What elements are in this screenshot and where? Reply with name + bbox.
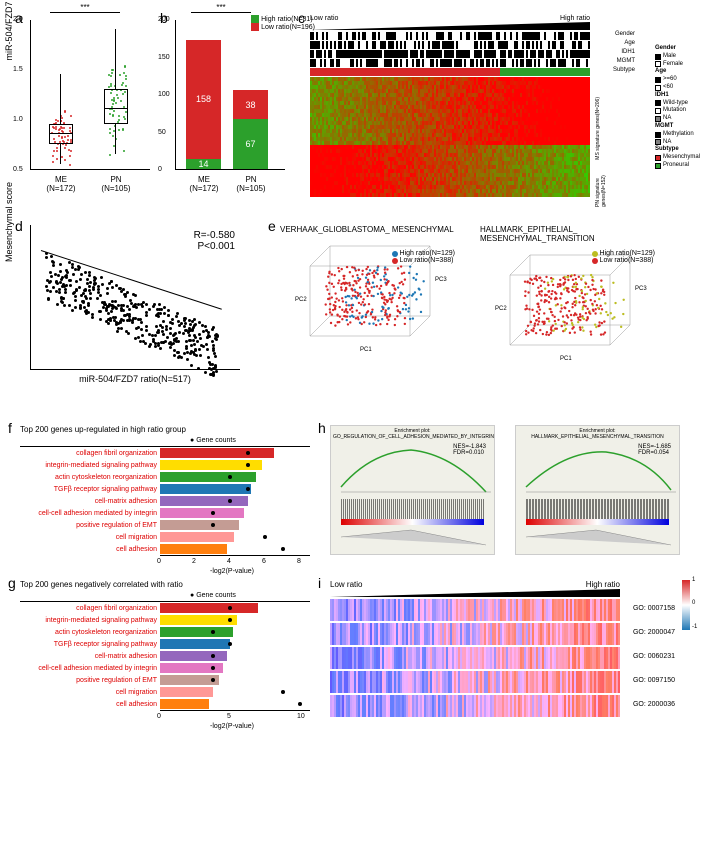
pca-dot-high	[392, 251, 398, 257]
go-title-f: Top 200 genes up-regulated in high ratio…	[20, 425, 310, 434]
panel-f-label: f	[8, 420, 12, 436]
pca-high-label: High ratio(N=129)	[400, 250, 455, 257]
pca-high-label-2: High ratio(N=129)	[600, 250, 655, 257]
cb-max: 1	[692, 577, 695, 583]
svg-text:PC1: PC1	[560, 356, 572, 362]
gsea-title-1: Enrichment plot:GO_REGULATION_OF_CELL_AD…	[331, 426, 494, 442]
y-label-d: Mesenchymal score	[4, 182, 14, 262]
pca-dot-low	[392, 258, 398, 264]
gene-counts-label-g: ● Gene counts	[190, 592, 236, 599]
y-axis-label: miR-504/FZD7 ratio	[4, 0, 14, 60]
ratio-labels-i: Low ratio High ratio	[330, 580, 620, 589]
go-bars-f: collagen fibril organizationintegrin-med…	[20, 446, 310, 567]
bar-axes: *** 158143867 ME(N=172) PN(N=105) 050100…	[175, 20, 285, 170]
panel-c-label: c	[298, 10, 305, 26]
pca-dot-high-2	[592, 251, 598, 257]
panel-i-label: i	[318, 575, 321, 591]
scatter-area: Mesenchymal score	[30, 225, 240, 370]
svg-text:PC1: PC1	[360, 347, 372, 353]
gsea-plot-1: Enrichment plot:GO_REGULATION_OF_CELL_AD…	[330, 425, 495, 555]
svg-text:PC2: PC2	[495, 306, 507, 312]
x-label-pn-b: PN(N=105)	[231, 175, 271, 193]
gene-counts-label-f: ● Gene counts	[190, 437, 236, 444]
svg-text:PC3: PC3	[435, 277, 447, 283]
sig-bracket-b: ***	[191, 12, 251, 13]
pca-low-label-2: Low ratio(N=388)	[600, 257, 654, 264]
go-title-g: Top 200 genes negatively correlated with…	[20, 580, 310, 589]
box-group-pn	[96, 19, 136, 169]
pca-low-label: Low ratio(N=388)	[400, 257, 454, 264]
pca-plot-2: HALLMARK_EPITHELIAL_ MESENCHYMAL_TRANSIT…	[480, 225, 660, 385]
x-label-me: ME(N=172)	[41, 175, 81, 193]
panel-d-label: d	[15, 218, 23, 234]
pca-dot-low-2	[592, 258, 598, 264]
pca-title-1: VERHAAK_GLIOBLASTOMA_ MESENCHYMAL	[280, 225, 460, 234]
panel-h-gsea: Enrichment plot:GO_REGULATION_OF_CELL_AD…	[330, 425, 690, 570]
x-label-me-b: ME(N=172)	[184, 175, 224, 193]
cb-mid: 0	[692, 600, 695, 606]
boxplot-axes: miR-504/FZD7 ratio ME(N=172) PN(N=105) 0…	[30, 20, 150, 170]
panel-i-heatstrip: Low ratio High ratio GO: 0007158GO: 2000…	[330, 580, 690, 730]
panel-e-pca: VERHAAK_GLIOBLASTOMA_ MESENCHYMAL High r…	[280, 225, 680, 405]
triangle-i	[330, 589, 620, 597]
cb-min: -1	[692, 624, 697, 630]
panel-b-stackedbar: High ratio(N=81) Low ratio(N=196) *** 15…	[175, 20, 285, 200]
gsea-ticks-2	[526, 499, 669, 519]
low-label-i: Low ratio	[330, 580, 362, 589]
panel-a-boxplot: *** miR-504/FZD7 ratio ME(N=172) PN(N=10…	[30, 20, 150, 200]
box-group-me	[41, 19, 81, 169]
gsea-stats-1: NES=-1.843FDR=0.010	[453, 444, 486, 456]
high-label-i: High ratio	[586, 580, 620, 589]
panel-g-gobars: Top 200 genes negatively correlated with…	[20, 580, 310, 725]
pca-title-2: HALLMARK_EPITHELIAL_ MESENCHYMAL_TRANSIT…	[480, 225, 660, 243]
low-ratio-label: Low ratio	[310, 15, 338, 22]
gsea-metric-1	[331, 525, 496, 550]
significance-stars: ***	[80, 3, 89, 12]
pca-legend-1: High ratio(N=129) Low ratio(N=388)	[392, 250, 455, 264]
legend-c: GenderMaleFemaleAge>=60<60IDH1Wild-typeM…	[655, 45, 700, 170]
sig-bracket: ***	[50, 12, 120, 13]
gsea-title-2: Enrichment plot:HALLMARK_EPITHELIAL_MESE…	[516, 426, 679, 442]
panel-d-scatter: R=-0.580P<0.001 Mesenchymal score miR-50…	[30, 225, 240, 405]
svg-text:PC2: PC2	[295, 297, 307, 303]
panel-c-heatmap: Low ratio High ratio GenderAgeIDH1MGMTSu…	[310, 15, 590, 215]
go-bars-g: collagen fibril organizationintegrin-med…	[20, 601, 310, 722]
x-label-pn: PN(N=105)	[96, 175, 136, 193]
pca-plot-1: VERHAAK_GLIOBLASTOMA_ MESENCHYMAL High r…	[280, 225, 460, 385]
sig-stars-b: ***	[216, 3, 225, 12]
gsea-metric-2	[516, 525, 681, 550]
gsea-ticks-1	[341, 499, 484, 519]
panel-e-label: e	[268, 218, 276, 234]
svg-text:PC3: PC3	[635, 286, 647, 292]
heatmap-body: MS signature genes(N=206)PN signature ge…	[310, 77, 590, 207]
panel-h-label: h	[318, 420, 326, 436]
strip-rows: GO: 0007158GO: 2000047GO: 0060231GO: 009…	[330, 599, 620, 717]
heatmap-annotations: GenderAgeIDH1MGMTSubtype	[310, 32, 590, 76]
panel-g-label: g	[8, 575, 16, 591]
colorbar: 1 0 -1	[682, 580, 690, 630]
panel-f-gobars: Top 200 genes up-regulated in high ratio…	[20, 425, 310, 570]
gsea-plot-2: Enrichment plot:HALLMARK_EPITHELIAL_MESE…	[515, 425, 680, 555]
ratio-labels: Low ratio High ratio	[310, 15, 590, 22]
gsea-stats-2: NES=-1.685FDR=0.054	[638, 444, 671, 456]
high-ratio-label: High ratio	[560, 15, 590, 22]
pca-legend-2: High ratio(N=129) Low ratio(N=388)	[592, 250, 655, 264]
pca-3d-2: PC1 PC2 PC3	[480, 245, 650, 375]
triangle-indicator	[310, 22, 590, 30]
